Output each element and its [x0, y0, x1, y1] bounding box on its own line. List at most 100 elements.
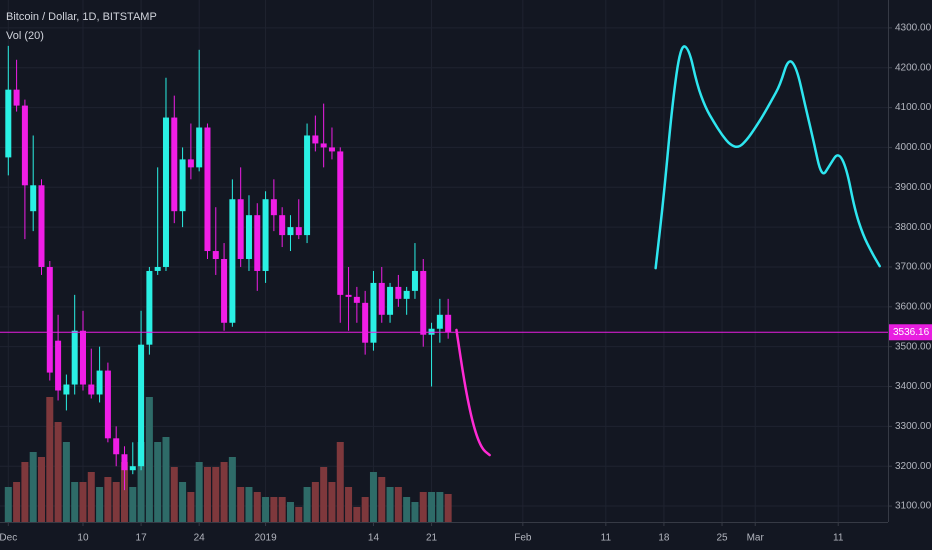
volume-bar: [245, 487, 253, 522]
volume-bar: [13, 482, 21, 522]
candle-body: [395, 286, 402, 299]
volume-bar: [195, 462, 203, 522]
volume-bar: [87, 472, 95, 522]
candle-body: [30, 185, 37, 212]
volume-bar: [303, 487, 311, 522]
volume-bar: [112, 482, 120, 522]
volume-bar: [154, 442, 162, 522]
candle-body: [328, 147, 335, 152]
volume-bar: [79, 482, 87, 522]
volume-bar: [270, 497, 278, 522]
axes: 3100.00 3200.00 3300.00 3400.00 3500.00 3600.…: [0, 23, 932, 544]
volume-bar: [212, 467, 220, 522]
candle-body: [196, 127, 203, 168]
volume-bar: [62, 442, 70, 522]
volume-bar: [104, 477, 112, 522]
candle-body: [337, 151, 344, 295]
volume-bar: [411, 502, 419, 522]
drawn-line: [455, 328, 491, 457]
candle-body: [13, 89, 20, 106]
x-tick-label: 2019: [254, 533, 277, 544]
volume-bar: [311, 482, 319, 522]
volume-bar: [369, 472, 377, 522]
y-tick-label: 4000.00: [895, 142, 932, 153]
y-tick-label: 3500.00: [895, 341, 932, 352]
candle-body: [187, 159, 194, 168]
volume-bar: [278, 497, 286, 522]
last-price-box: [889, 324, 932, 341]
x-tick-label: 11: [833, 533, 844, 544]
volume-bar: [428, 492, 436, 522]
y-tick-label: 3300.00: [895, 421, 932, 432]
candle-body: [312, 135, 319, 144]
x-tick-label: Mar: [747, 533, 765, 544]
candle-body: [129, 466, 136, 471]
volume-bar: [187, 492, 195, 522]
volume-bar: [170, 467, 178, 522]
candle-body: [262, 199, 269, 271]
x-tick-label: 24: [194, 533, 206, 544]
candle-body: [436, 314, 443, 329]
x-tick-label: 21: [426, 533, 438, 544]
volume-bar: [403, 497, 411, 522]
volume-bar: [203, 467, 211, 522]
candle-body: [270, 199, 277, 216]
volume-bar: [436, 492, 444, 522]
candle-body: [146, 270, 153, 345]
drawings: [0, 45, 888, 457]
volume-label: Vol (20): [6, 30, 44, 42]
candle-body: [96, 370, 103, 395]
candle-body: [362, 302, 369, 343]
volume-bar: [444, 494, 452, 522]
volume-bar: [54, 422, 62, 522]
candle-body: [46, 266, 53, 373]
volume-bar: [129, 487, 137, 522]
y-tick-label: 3600.00: [895, 301, 932, 312]
volume-bar: [253, 492, 261, 522]
y-tick-label: 3100.00: [895, 501, 932, 512]
candle-body: [237, 199, 244, 260]
candles: [5, 45, 452, 491]
candle-body: [403, 290, 410, 299]
candle-body: [63, 384, 70, 395]
volume-bar: [361, 497, 369, 522]
volume-bar: [71, 482, 79, 522]
y-tick-label: 3900.00: [895, 182, 932, 193]
candle-body: [88, 384, 95, 395]
candle-body: [428, 328, 435, 335]
candle-body: [55, 340, 62, 391]
candle-body: [212, 251, 219, 260]
candle-body: [221, 259, 228, 323]
candle-body: [387, 286, 394, 315]
candle-body: [304, 135, 311, 236]
x-tick-label: 25: [716, 533, 728, 544]
candle-body: [279, 215, 286, 236]
candle-body: [38, 185, 45, 267]
x-tick-label: 11: [601, 533, 612, 544]
candle-body: [254, 215, 261, 271]
volume-bar: [29, 452, 37, 522]
candle-body: [21, 105, 28, 186]
volume-bar: [220, 462, 228, 522]
candle-body: [353, 296, 360, 303]
x-tick-label: Feb: [514, 533, 532, 544]
candle-body: [138, 344, 145, 467]
candle-body: [204, 127, 211, 252]
candle-body: [71, 330, 78, 385]
candle-body: [121, 454, 128, 471]
y-tick-label: 3700.00: [895, 262, 932, 273]
volume-bar: [96, 487, 104, 522]
y-tick-label: 3400.00: [895, 381, 932, 392]
candle-body: [411, 270, 418, 291]
candle-body: [345, 294, 352, 297]
candle-body: [229, 199, 236, 323]
volume-bar: [4, 487, 12, 522]
candle-body: [420, 270, 427, 335]
y-tick-label: 3200.00: [895, 461, 932, 472]
volume-bar: [353, 507, 361, 522]
volume-bar: [137, 442, 145, 522]
volume-bar: [120, 462, 128, 522]
last-price-label: 3536.16: [893, 327, 930, 338]
candle-body: [5, 89, 12, 158]
